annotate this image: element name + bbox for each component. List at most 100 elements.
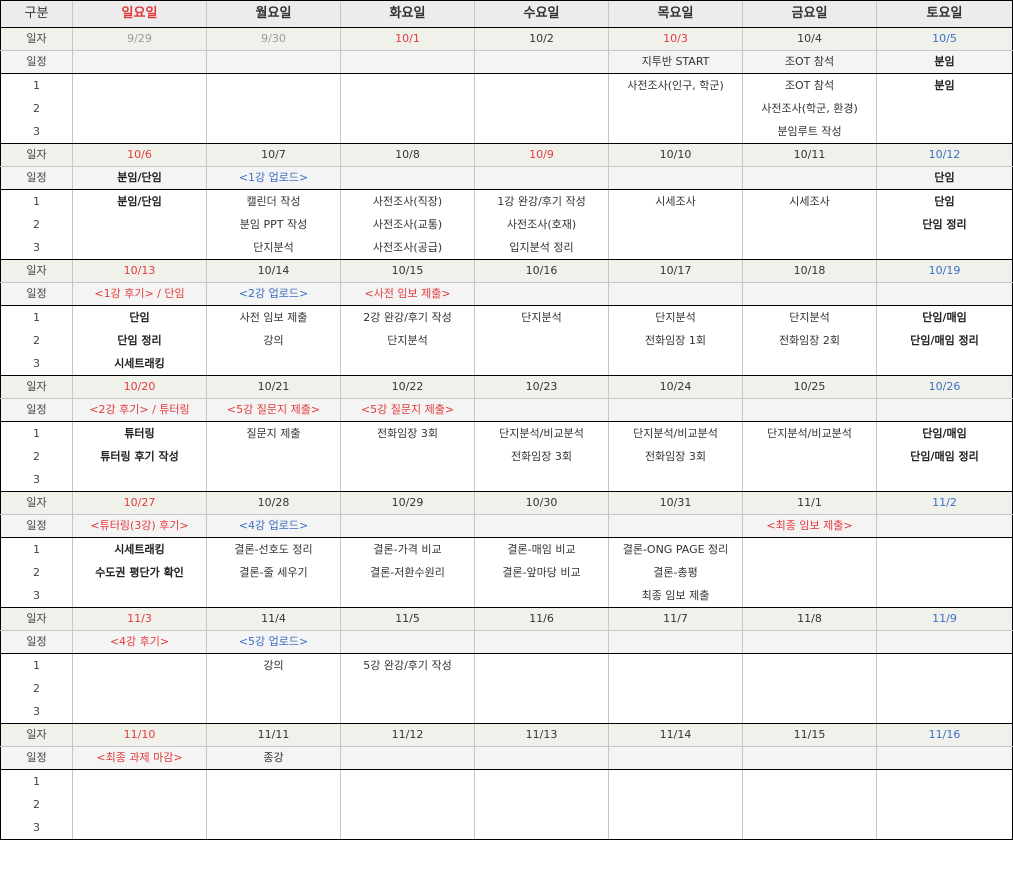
schedule-cell: <5강 업로드> bbox=[206, 630, 341, 654]
task-cell bbox=[340, 584, 475, 608]
schedule-cell bbox=[340, 166, 475, 190]
task-row: 3 bbox=[0, 700, 1013, 724]
task-cell bbox=[608, 468, 743, 492]
task-cell: 입지분석 정리 bbox=[474, 236, 609, 260]
task-cell: 결론-ONG PAGE 정리 bbox=[608, 537, 743, 561]
task-cell bbox=[474, 468, 609, 492]
task-row: 1 단임 사전 임보 제출 2강 완강/후기 작성 단지분석 단지분석 단지분석 단임/매임 bbox=[0, 305, 1013, 329]
task-cell bbox=[474, 120, 609, 144]
schedule-cell: <2강 업로드> bbox=[206, 282, 341, 306]
task-row-number: 1 bbox=[0, 537, 73, 561]
header-cell: 수요일 bbox=[474, 0, 609, 28]
schedule-cell bbox=[876, 282, 1013, 306]
date-cell: 11/16 bbox=[876, 723, 1013, 747]
date-cell: 10/22 bbox=[340, 375, 475, 399]
schedule-cell bbox=[742, 166, 877, 190]
date-cell: 10/14 bbox=[206, 259, 341, 283]
task-cell: 사전조사(직장) bbox=[340, 189, 475, 213]
date-row-label: 일자 bbox=[0, 259, 73, 283]
schedule-cell: <5강 질문지 제출> bbox=[340, 398, 475, 422]
date-row: 일자 10/13 10/14 10/15 10/16 10/17 10/18 10/19 bbox=[0, 259, 1013, 283]
schedule-cell bbox=[340, 746, 475, 770]
schedule-row-label: 일정 bbox=[0, 514, 73, 538]
task-cell bbox=[876, 97, 1013, 120]
schedule-cell: 조OT 참석 bbox=[742, 50, 877, 74]
date-cell: 10/31 bbox=[608, 491, 743, 515]
schedule-cell: <1강 업로드> bbox=[206, 166, 341, 190]
schedule-row: 일정 <1강 후기> / 단임 <2강 업로드> <사전 임보 제출> bbox=[0, 282, 1013, 306]
task-cell: 사전조사(인구, 학군) bbox=[608, 73, 743, 97]
date-row: 일자 10/27 10/28 10/29 10/30 10/31 11/1 11/2 bbox=[0, 491, 1013, 515]
date-cell: 11/8 bbox=[742, 607, 877, 631]
task-cell: 분임/단임 bbox=[72, 189, 207, 213]
schedule-row: 일정 <2강 후기> / 튜터링 <5강 질문지 제출> <5강 질문지 제출> bbox=[0, 398, 1013, 422]
date-cell: 11/4 bbox=[206, 607, 341, 631]
task-cell: 단지분석 bbox=[206, 236, 341, 260]
date-cell: 10/21 bbox=[206, 375, 341, 399]
task-cell: 사전조사(학군, 환경) bbox=[742, 97, 877, 120]
task-cell: 분임 PPT 작성 bbox=[206, 213, 341, 236]
task-cell bbox=[474, 677, 609, 700]
task-row-number: 3 bbox=[0, 816, 73, 840]
task-cell: 강의 bbox=[206, 329, 341, 352]
task-cell bbox=[340, 769, 475, 793]
task-row: 2 사전조사(학군, 환경) bbox=[0, 97, 1013, 120]
task-row-number: 3 bbox=[0, 236, 73, 260]
date-row: 일자 11/3 11/4 11/5 11/6 11/7 11/8 11/9 bbox=[0, 607, 1013, 631]
schedule-cell: <2강 후기> / 튜터링 bbox=[72, 398, 207, 422]
task-cell: 전화임장 3회 bbox=[608, 445, 743, 468]
task-cell bbox=[742, 793, 877, 816]
schedule-cell bbox=[608, 282, 743, 306]
date-cell: 11/9 bbox=[876, 607, 1013, 631]
task-cell: 단임/매임 bbox=[876, 305, 1013, 329]
schedule-cell: <사전 임보 제출> bbox=[340, 282, 475, 306]
task-cell bbox=[72, 468, 207, 492]
schedule-cell: 단임 bbox=[876, 166, 1013, 190]
date-cell: 11/5 bbox=[340, 607, 475, 631]
task-cell bbox=[742, 816, 877, 840]
task-cell: 분임 bbox=[876, 73, 1013, 97]
task-cell: 사전 임보 제출 bbox=[206, 305, 341, 329]
task-cell bbox=[206, 677, 341, 700]
task-cell bbox=[206, 445, 341, 468]
date-cell: 10/1 bbox=[340, 27, 475, 51]
task-row-number: 2 bbox=[0, 561, 73, 584]
task-cell bbox=[876, 468, 1013, 492]
task-row: 2 수도권 평단가 확인 결론-줄 세우기 결론-저환수원리 결론-앞마당 비교 결론-총… bbox=[0, 561, 1013, 584]
task-cell bbox=[206, 816, 341, 840]
task-cell bbox=[608, 677, 743, 700]
task-cell bbox=[876, 120, 1013, 144]
schedule-row: 일정 <최종 과제 마감> 종강 bbox=[0, 746, 1013, 770]
task-cell bbox=[206, 584, 341, 608]
schedule-cell bbox=[608, 166, 743, 190]
task-cell: 결론-앞마당 비교 bbox=[474, 561, 609, 584]
schedule-cell bbox=[608, 630, 743, 654]
date-cell: 11/15 bbox=[742, 723, 877, 747]
task-cell bbox=[474, 97, 609, 120]
schedule-cell: 종강 bbox=[206, 746, 341, 770]
task-cell bbox=[340, 97, 475, 120]
schedule-cell bbox=[742, 630, 877, 654]
task-cell bbox=[742, 561, 877, 584]
date-cell: 10/8 bbox=[340, 143, 475, 167]
date-cell: 10/30 bbox=[474, 491, 609, 515]
schedule-body: 구분 일요일 월요일 화요일 수요일 목요일 금요일 토요일 일자 9/29 9/3… bbox=[0, 0, 1013, 840]
task-row-number: 1 bbox=[0, 305, 73, 329]
task-cell bbox=[742, 445, 877, 468]
schedule-row: 일정 <튜터링(3강) 후기> <4강 업로드> <최종 임보 제출> bbox=[0, 514, 1013, 538]
task-cell bbox=[876, 584, 1013, 608]
task-cell bbox=[206, 120, 341, 144]
task-row: 1 bbox=[0, 769, 1013, 793]
task-cell bbox=[742, 213, 877, 236]
schedule-cell bbox=[742, 398, 877, 422]
schedule-row-label: 일정 bbox=[0, 166, 73, 190]
task-cell bbox=[474, 352, 609, 376]
schedule-row-label: 일정 bbox=[0, 398, 73, 422]
schedule-cell bbox=[876, 630, 1013, 654]
task-cell bbox=[340, 352, 475, 376]
task-cell bbox=[742, 677, 877, 700]
schedule-row-label: 일정 bbox=[0, 746, 73, 770]
task-cell: 시세조사 bbox=[608, 189, 743, 213]
task-cell bbox=[72, 584, 207, 608]
date-cell: 10/28 bbox=[206, 491, 341, 515]
